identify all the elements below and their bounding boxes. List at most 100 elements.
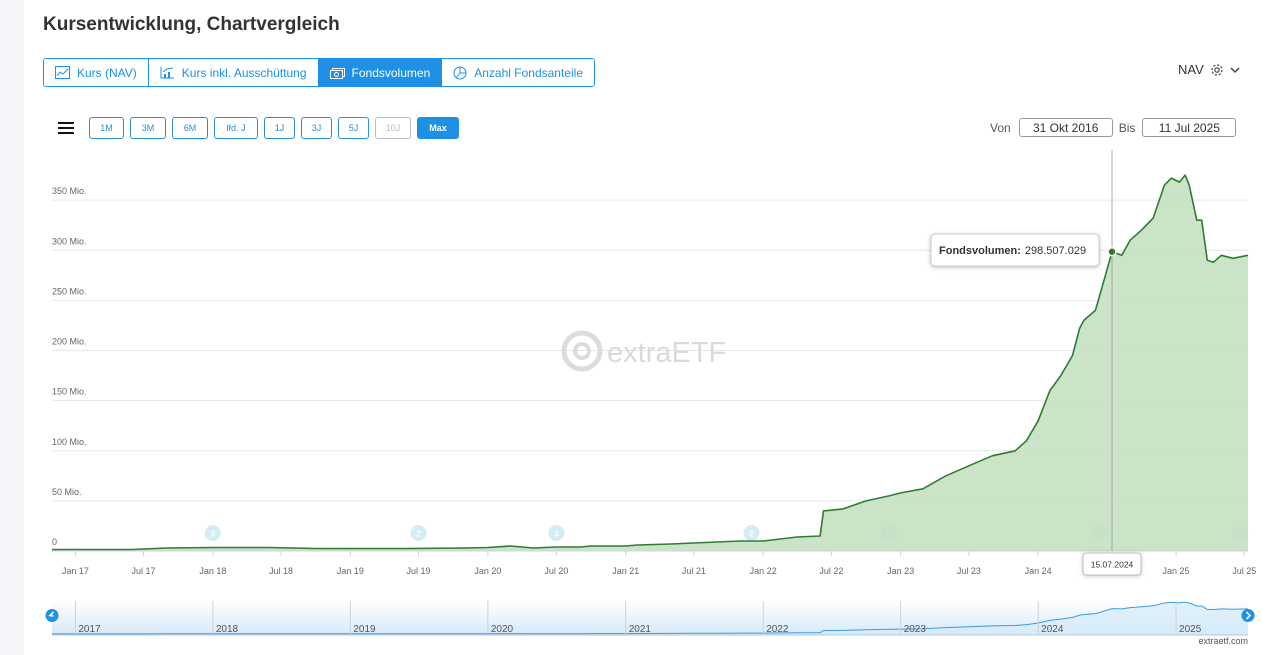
tab-label: Kurs (NAV) (77, 65, 137, 80)
range-button-ytd[interactable]: lfd. J (214, 117, 258, 139)
y-tick-label: 350 Mio. (52, 186, 87, 196)
tab-fondsvolumen[interactable]: Fondsvolumen (318, 59, 443, 86)
navigator-right-handle[interactable] (1241, 609, 1255, 622)
tooltip-date-box (1082, 552, 1142, 576)
navigator-tick-label: 2019 (353, 624, 376, 635)
range-button-1m[interactable]: 1M (89, 117, 124, 139)
navigator-tick-label: 2017 (78, 624, 101, 635)
chevron-right-icon (1245, 611, 1252, 620)
navigator-tick-label: 2022 (766, 624, 789, 635)
pie-chart-icon (453, 66, 467, 79)
x-tick-label: Jan 24 (1025, 566, 1052, 576)
x-tick-label: Jul 22 (819, 566, 843, 576)
series-fondsvolumen (52, 174, 1249, 552)
navigator-area (52, 602, 1248, 635)
date-range: Von 31 Okt 2016 Bis 11 Jul 2025 (990, 118, 1237, 137)
event-marker-label: 2 (416, 530, 421, 539)
y-tick-label: 100 Mio. (52, 437, 87, 447)
x-axis-labels: Jan 17 Jul 17 Jan 18 Jul 18 Jan 19 Jul 19 Jan … (62, 551, 1256, 576)
nav-select-label: NAV (1178, 62, 1204, 77)
to-date-input[interactable]: 11 Jul 2025 (1142, 118, 1237, 137)
nav-select[interactable]: NAV (1178, 62, 1240, 77)
range-button-6m[interactable]: 6M (172, 117, 208, 139)
navigator-tick-label: 2021 (629, 624, 652, 635)
watermark: extraETF (561, 330, 726, 372)
hamburger-menu-icon[interactable] (58, 120, 74, 136)
x-tick-label: Jul 20 (544, 566, 568, 576)
navigator-line (52, 601, 1249, 635)
chevron-left-icon (48, 611, 55, 617)
tooltip: Fondsvolumen: 298.507.029 15.07.2024 (930, 150, 1142, 576)
navigator-tick-label: 2024 (1041, 624, 1064, 635)
tab-kurs-nav[interactable]: Kurs (NAV) (44, 59, 149, 86)
from-date-input[interactable]: 31 Okt 2016 (1018, 118, 1113, 137)
x-tick-label: Jan 19 (337, 566, 364, 576)
range-button-1j[interactable]: 1J (264, 117, 295, 139)
from-label: Von (990, 120, 1011, 135)
tooltip-value: 298.507.029 (1025, 245, 1086, 257)
event-marker[interactable]: 2 (743, 525, 760, 541)
line-chart-icon (55, 66, 70, 79)
range-button-3j[interactable]: 3J (301, 117, 332, 139)
navigator[interactable]: 2017 2018 2019 2020 2021 2022 2023 2024 2025 (45, 601, 1255, 636)
event-marker-circle (548, 525, 565, 541)
range-button-max[interactable]: Max (417, 117, 459, 139)
event-marker[interactable]: 3 (204, 525, 221, 541)
tooltip-label: Fondsvolumen: (939, 245, 1021, 257)
watermark-text: extraETF (607, 337, 726, 369)
x-tick-label: Jan 18 (199, 566, 226, 576)
event-marker-label: 3 (211, 530, 216, 539)
tab-kurs-ausschuettung[interactable]: Kurs inkl. Ausschüttung (148, 59, 319, 86)
to-label: Bis (1118, 120, 1136, 135)
navigator-tick-label: 2025 (1179, 624, 1202, 635)
x-tick-label: Jul 23 (957, 566, 981, 576)
gear-icon (1211, 63, 1223, 76)
series-line[interactable] (52, 174, 1249, 551)
y-tick-label: 0 (52, 537, 57, 547)
y-axis-labels: 0 50 Mio. 100 Mio. 150 Mio. 200 Mio. 250 Mio.… (52, 186, 87, 547)
range-button-5j[interactable]: 5J (338, 117, 369, 139)
series-area (52, 175, 1248, 551)
y-tick-label: 300 Mio. (52, 236, 87, 246)
tab-anzahl-fondsanteile[interactable]: Anzahl Fondsanteile (442, 59, 594, 86)
chevron-down-icon (1230, 66, 1240, 73)
credit-text: extraetf.com (1198, 636, 1248, 646)
x-tick-label: Jan 22 (750, 566, 777, 576)
y-tick-label: 50 Mio. (52, 487, 82, 497)
tab-label: Anzahl Fondsanteile (474, 65, 583, 80)
tab-label: Kurs inkl. Ausschüttung (181, 65, 307, 80)
event-marker-circle (743, 525, 760, 541)
event-marker[interactable]: 2 (410, 525, 427, 541)
x-tick-label: Jul 17 (132, 566, 156, 576)
x-tick-label: Jan 17 (62, 566, 89, 576)
event-marker-label: 2 (749, 530, 754, 539)
x-tick-label: Jan 25 (1163, 566, 1190, 576)
watermark-logo-icon (561, 330, 603, 372)
x-tick-label: Jul 21 (682, 566, 706, 576)
range-selector: 1M 3M 6M lfd. J 1J 3J 5J 10J Max (89, 117, 459, 139)
x-tick-label: Jul 25 (1232, 566, 1256, 576)
navigator-left-handle[interactable] (45, 609, 59, 622)
event-marker-circle (410, 525, 427, 541)
chart-with-bars-icon (160, 67, 174, 79)
money-icon (329, 67, 345, 79)
y-tick-label: 200 Mio. (52, 337, 87, 347)
navigator-tick-label: 2020 (491, 624, 514, 635)
chart-type-tabs: Kurs (NAV) Kurs inkl. Ausschüttung Fonds… (43, 58, 595, 87)
range-button-3m[interactable]: 3M (130, 117, 166, 139)
tab-label: Fondsvolumen (351, 65, 431, 80)
navigator-handle-circle (1241, 609, 1255, 622)
event-marker[interactable]: 3 (548, 525, 565, 541)
y-tick-label: 150 Mio. (52, 387, 87, 397)
x-tick-label: Jan 23 (887, 566, 914, 576)
event-marker-circle (204, 525, 221, 541)
tooltip-point (1107, 247, 1117, 257)
x-tick-label: Jul 19 (407, 566, 431, 576)
tooltip-date: 15.07.2024 (1091, 560, 1134, 570)
tooltip-text: Fondsvolumen: 298.507.029 (939, 245, 1086, 257)
y-tick-label: 250 Mio. (52, 286, 87, 296)
navigator-tick-label: 2018 (216, 624, 239, 635)
x-tick-label: Jan 21 (612, 566, 639, 576)
tooltip-box (930, 233, 1100, 267)
